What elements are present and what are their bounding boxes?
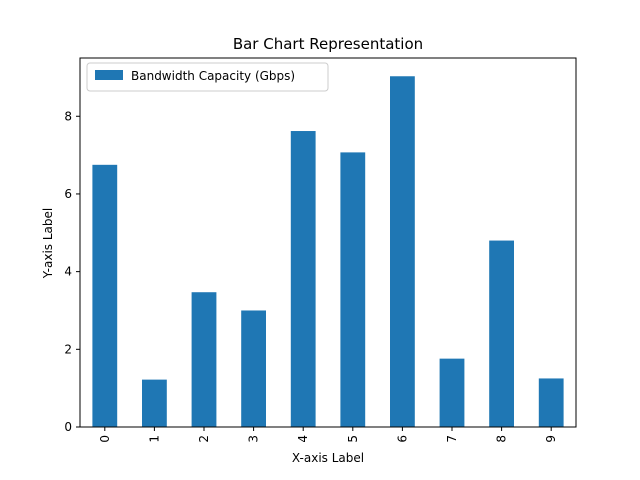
legend-swatch (95, 70, 123, 80)
bar-0 (92, 164, 118, 427)
x-tick-label-6: 6 (395, 435, 409, 443)
bar-3 (241, 310, 266, 427)
chart-title: Bar Chart Representation (233, 35, 423, 53)
x-tick-label-9: 9 (544, 435, 558, 443)
x-tick-label-5: 5 (346, 435, 360, 443)
bar-7 (439, 358, 465, 427)
legend: Bandwidth Capacity (Gbps) (86, 62, 329, 92)
y-tick-label-6: 6 (64, 187, 72, 201)
y-tick-label-2: 2 (64, 342, 72, 356)
axes-frame (79, 57, 577, 428)
bar-9 (538, 378, 564, 427)
y-tick-label-0: 0 (64, 420, 72, 434)
plot-area: 0 1 2 3 4 5 6 7 8 9 0 2 4 6 8 (64, 57, 577, 443)
x-tick-label-1: 1 (147, 435, 161, 443)
bar-2 (191, 292, 217, 427)
bar-8 (489, 240, 514, 427)
x-tick-label-4: 4 (296, 435, 310, 443)
x-tick-label-7: 7 (445, 435, 459, 443)
x-tick-label-8: 8 (495, 435, 509, 443)
bar-5 (340, 152, 366, 427)
x-axis-label: X-axis Label (292, 451, 364, 465)
y-tick-label-8: 8 (64, 109, 72, 123)
bar-1 (142, 379, 167, 427)
legend-box (86, 62, 329, 92)
x-tick-label-0: 0 (98, 435, 112, 443)
x-tick-label-2: 2 (197, 435, 211, 443)
bar-4 (290, 131, 316, 427)
legend-label: Bandwidth Capacity (Gbps) (131, 69, 295, 83)
y-tick-label-4: 4 (64, 265, 72, 279)
x-tick-label-3: 3 (247, 435, 261, 443)
bar-6 (390, 76, 415, 427)
y-axis-label: Y-axis Label (41, 208, 55, 279)
